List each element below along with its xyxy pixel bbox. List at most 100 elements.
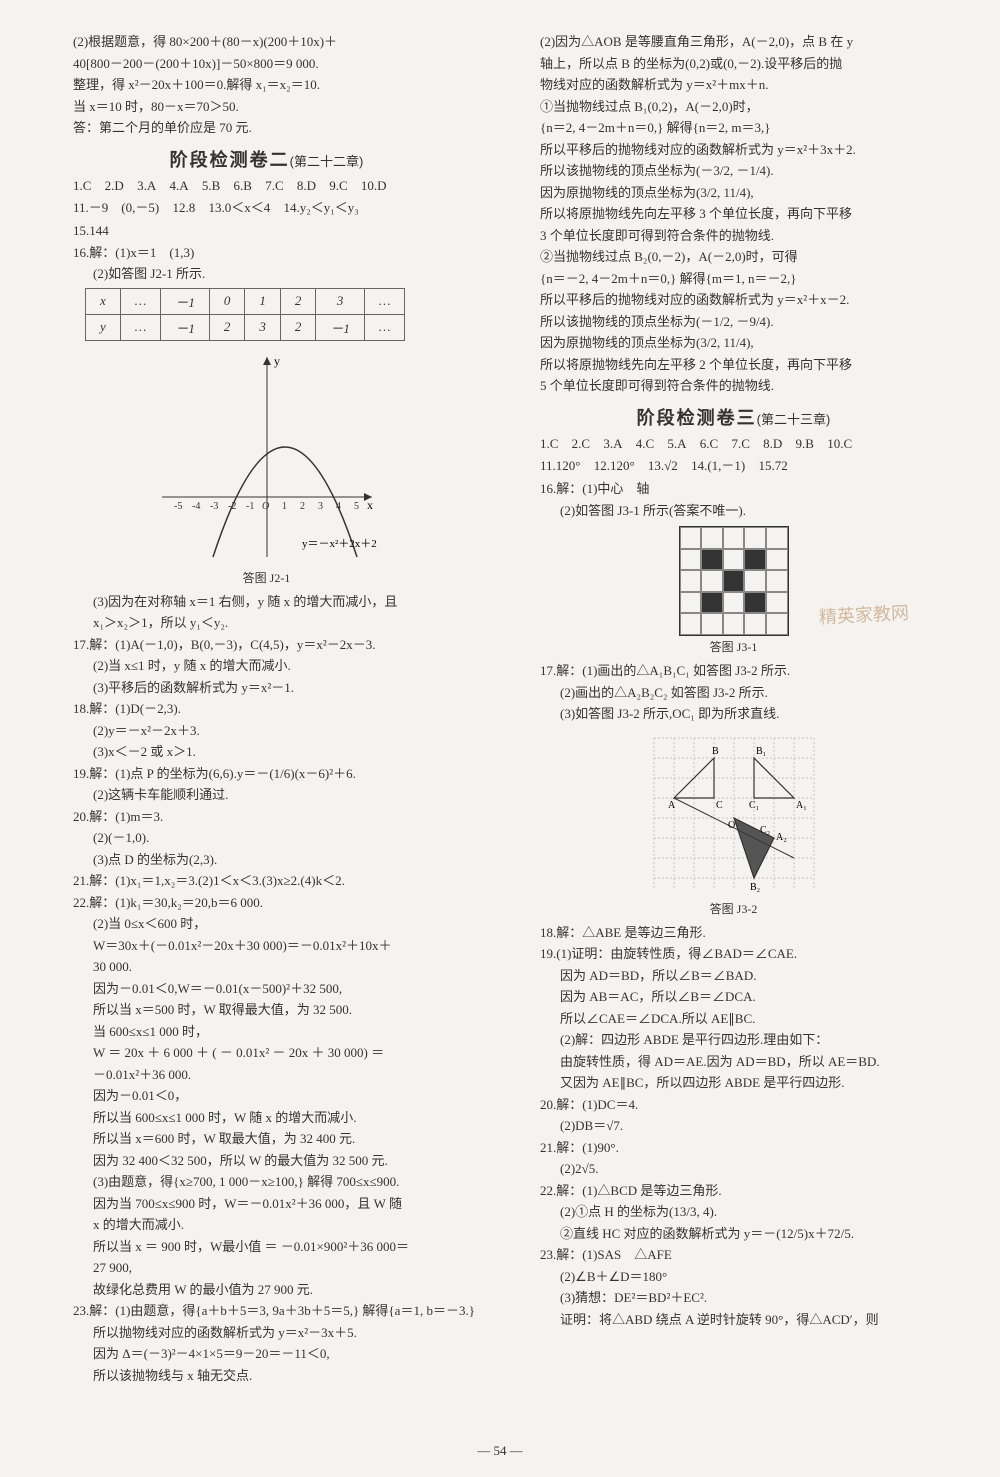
text-line: －0.01x²＋36 000. [45,1065,488,1085]
text-line: 所以平移后的抛物线对应的函数解析式为 y＝x²＋x－2. [512,290,955,310]
mc: 6.B [234,176,252,197]
text-line: (2)DB＝√7. [512,1116,955,1136]
th: 2 [280,288,316,314]
svg-text:B: B [712,746,719,757]
text-line: 整理，得 x²－20x＋100＝0.解得 x₁＝x₂＝10. [45,75,488,95]
text-line: 因为－0.01＜0， [45,1086,488,1106]
text-line: 因为 Δ＝(－3)²－4×1×5＝9－20＝－11＜0, [45,1344,488,1364]
y-axis-label: y [274,354,280,368]
svg-text:5: 5 [354,501,359,512]
text-line: (2)根据题意，得 80×200＋(80－x)(200＋10x)＋ [45,32,488,52]
text-line: 当 600≤x≤1 000 时， [45,1022,488,1042]
td: y [86,314,121,340]
section-heading: 阶段检测卷二(第二十二章) [45,146,488,172]
answer-row: 15.144 [45,221,488,241]
curve-label: y＝－x²＋2x＋2 [302,538,377,550]
answer-row: 1.C 2.D 3.A 4.A 5.B 6.B 7.C 8.D 9.C 10.D [45,176,488,197]
text-line: 所以当 x＝600 时，W 取最大值，为 32 400 元. [45,1129,488,1149]
text-line: ①当抛物线过点 B₁(0,2)，A(－2,0)时， [512,97,955,117]
mc: 2.C [572,434,590,455]
grid-figure [679,526,789,636]
heading-main: 阶段检测卷二 [170,150,290,170]
mc: 11.－9 (0,－5) [73,198,159,219]
td: … [364,314,405,340]
th: 3 [316,288,365,314]
svg-text:-3: -3 [210,501,218,512]
td: 3 [245,314,281,340]
text-line: 所以平移后的抛物线对应的函数解析式为 y＝x²＋3x＋2. [512,140,955,160]
heading-main: 阶段检测卷三 [637,408,757,428]
th: … [120,288,161,314]
text-line: 40[800－200－(200＋10x)]－50×800＝9 000. [45,54,488,74]
text-line: 因为原抛物线的顶点坐标为(3/2, 11/4), [512,333,955,353]
text-line: 故绿化总费用 W 的最小值为 27 900 元. [45,1280,488,1300]
td: 2 [209,314,245,340]
svg-text:C₁: C₁ [749,800,759,811]
th: 0 [209,288,245,314]
text-line: 证明：将△ABD 绕点 A 逆时针旋转 90°，得△ACD′，则 [512,1310,955,1330]
mc: 13.√2 [648,456,678,477]
answer-row: 11.120° 12.120° 13.√2 14.(1,－1) 15.72 [512,456,955,477]
td: … [120,314,161,340]
section-heading: 阶段检测卷三(第二十三章) [512,404,955,430]
mc: 11.120° [540,456,580,477]
text-line: 20.解：(1)m＝3. [45,807,488,827]
text-line: 所以抛物线对应的函数解析式为 y＝x²－3x＋5. [45,1323,488,1343]
mc: 10.D [361,176,387,197]
text-line: 因为 AD＝BD，所以∠B＝∠BAD. [512,966,955,986]
text-line: (2)画出的△A₂B₂C₂ 如答图 J3-2 所示. [512,683,955,703]
text-line: (2)∠B＋∠D＝180° [512,1267,955,1287]
mc: 14.y₂＜y₁＜y₃ [283,198,358,219]
mc: 2.D [105,176,124,197]
text-line: 5 个单位长度即可得到符合条件的抛物线. [512,376,955,396]
text-line: 19.(1)证明：由旋转性质，得∠BAD＝∠CAE. [512,944,955,964]
svg-text:C₂: C₂ [760,825,770,836]
text-line: {n＝2, 4－2m＋n＝0,} 解得{n＝2, m＝3,} [512,118,955,138]
text-line: 21.解：(1)x₁＝1,x₂＝3.(2)1＜x＜3.(3)x≥2.(4)k＜2… [45,871,488,891]
th: －1 [161,288,210,314]
triangle-grid-figure: BB₁ AC C₁A₁ O A₂C₂ B₂ [634,728,834,898]
svg-text:2: 2 [300,501,305,512]
text-line: (2)①点 H 的坐标为(13/3, 4). [512,1202,955,1222]
text-line: ②直线 HC 对应的函数解析式为 y＝－(12/5)x＋72/5. [512,1224,955,1244]
mc: 7.C [265,176,283,197]
text-line: 所以∠CAE＝∠DCA.所以 AE∥BC. [512,1009,955,1029]
text-line: 23.解：(1)SAS △AFE [512,1245,955,1265]
text-line: 由旋转性质，得 AD＝AE.因为 AD＝BD，所以 AE＝BD. [512,1052,955,1072]
text-line: x₁＞x₂＞1，所以 y₁＜y₂. [45,613,488,633]
mc: 1.C [540,434,558,455]
mc: 3.A [137,176,156,197]
text-line: 30 000. [45,957,488,977]
text-line: (2)y＝－x²－2x＋3. [45,721,488,741]
text-line: x 的增大而减小. [45,1215,488,1235]
mc: 14.(1,－1) [691,456,745,477]
figure-caption: 答图 J3-2 [512,900,955,917]
th: … [364,288,405,314]
q16-b: (2)如答图 J2-1 所示. [45,264,488,284]
mc: 5.B [202,176,220,197]
th: 1 [245,288,281,314]
right-column: (2)因为△AOB 是等腰直角三角形，A(－2,0)，点 B 在 y 轴上，所以… [512,30,955,1387]
text-line: (3)因为在对称轴 x＝1 右侧，y 随 x 的增大而减小，且 [45,592,488,612]
mc: 1.C [73,176,91,197]
svg-text:O: O [262,501,269,512]
text-line: 19.解：(1)点 P 的坐标为(6,6).y＝－(1/6)(x－6)²＋6. [45,764,488,784]
svg-text:A₁: A₁ [796,800,807,811]
q16-a: 16.解：(1)x＝1 (1,3) [45,243,488,263]
heading-sub: (第二十二章) [290,154,364,169]
text-line: 因为原抛物线的顶点坐标为(3/2, 11/4), [512,183,955,203]
figure-caption: 答图 J2-1 [45,569,488,586]
text-line: (2)当 x≤1 时，y 随 x 的增大而减小. [45,656,488,676]
text-line: 因为－0.01＜0,W＝－0.01(x－500)²＋32 500, [45,979,488,999]
text-line: 所以将原抛物线先向左平移 3 个单位长度，再向下平移 [512,204,955,224]
heading-sub: (第二十三章) [757,412,831,427]
text-line: 17.解：(1)画出的△A₁B₁C₁ 如答图 J3-2 所示. [512,661,955,681]
left-column: (2)根据题意，得 80×200＋(80－x)(200＋10x)＋ 40[800… [45,30,488,1387]
text-line: (3)由题意，得{x≥700, 1 000－x≥100,} 解得 700≤x≤9… [45,1172,488,1192]
text-line: 所以将原抛物线先向左平移 2 个单位长度，再向下平移 [512,355,955,375]
text-line: 所以该抛物线的顶点坐标为(－1/2, －9/4). [512,312,955,332]
mc: 5.A [667,434,686,455]
svg-text:-1: -1 [246,501,254,512]
text-line: (2)因为△AOB 是等腰直角三角形，A(－2,0)，点 B 在 y [512,32,955,52]
text-line: 18.解：(1)D(－2,3). [45,699,488,719]
